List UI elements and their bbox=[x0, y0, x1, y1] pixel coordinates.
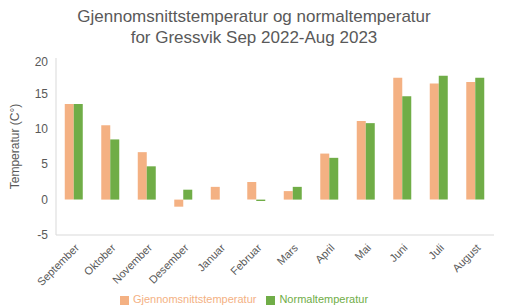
svg-text:November: November bbox=[109, 241, 155, 286]
svg-text:August: August bbox=[450, 241, 483, 274]
html-text:Gjennomsnittstemperatur: Gjennomsnittstemperatur bbox=[132, 293, 257, 305]
svg-text:15: 15 bbox=[35, 87, 49, 101]
svg-text:Februar: Februar bbox=[228, 241, 264, 277]
svg-text:Mai: Mai bbox=[352, 241, 373, 262]
svg-text:Januar: Januar bbox=[195, 241, 228, 274]
svg-text:5: 5 bbox=[41, 157, 48, 171]
html-text:Normaltemperatur: Normaltemperatur bbox=[279, 293, 369, 305]
svg-text:Juni: Juni bbox=[387, 241, 410, 264]
svg-text:Temperatur (C°): Temperatur (C°) bbox=[8, 104, 22, 189]
svg-text:April: April bbox=[313, 241, 337, 265]
svg-text:-5: -5 bbox=[37, 228, 48, 242]
svg-text:Oktober: Oktober bbox=[82, 241, 118, 277]
svg-text:Mars: Mars bbox=[274, 241, 300, 267]
svg-text:September: September bbox=[35, 241, 82, 288]
svg-text:20: 20 bbox=[35, 55, 49, 69]
svg-text:0: 0 bbox=[41, 193, 48, 207]
svg-text:10: 10 bbox=[35, 122, 49, 136]
html-text:for Gressvik Sep 2022-Aug 2023: for Gressvik Sep 2022-Aug 2023 bbox=[130, 28, 378, 47]
svg-text:Desember: Desember bbox=[146, 241, 191, 286]
svg-text:Juli: Juli bbox=[426, 241, 446, 261]
html-text:Gjennomsnittstemperatur og nor: Gjennomsnittstemperatur og normaltempera… bbox=[77, 7, 431, 26]
